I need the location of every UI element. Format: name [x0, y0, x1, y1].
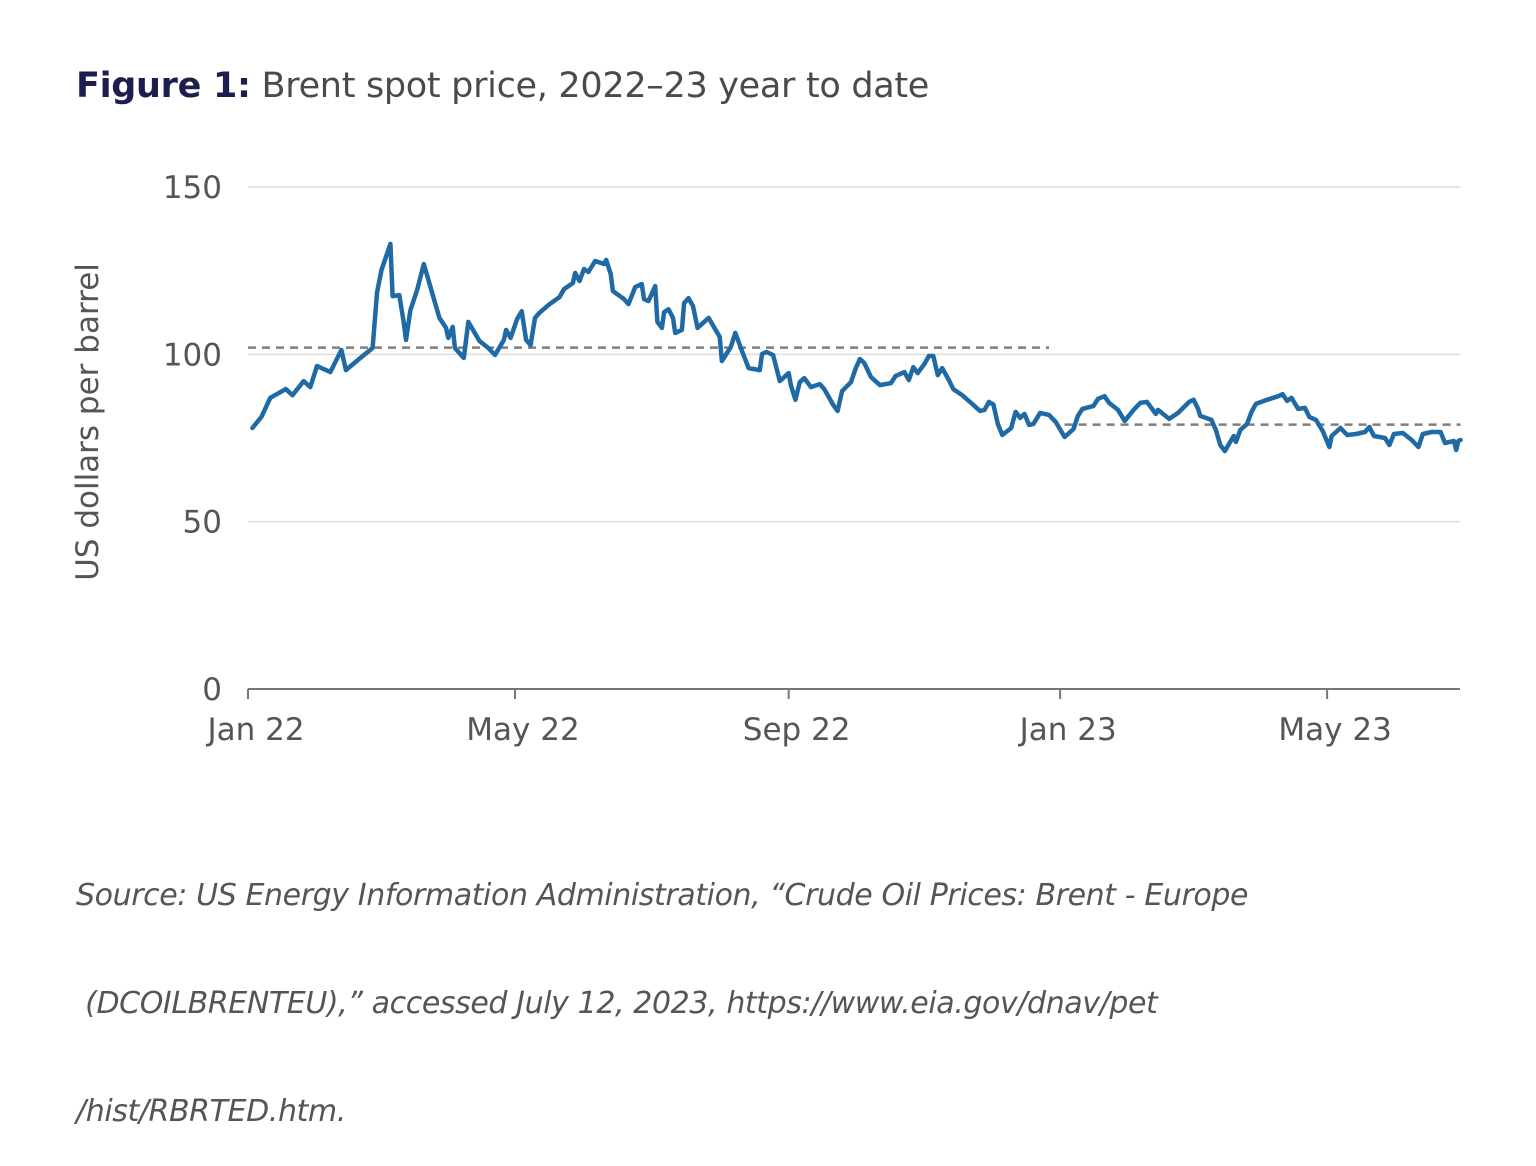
x-tick-label: May 23 — [1278, 712, 1391, 748]
x-tick-label: May 22 — [466, 712, 579, 748]
average-lines — [248, 346, 1461, 426]
y-tick-label: 0 — [202, 672, 222, 708]
source-line: Source: US Energy Information Administra… — [76, 878, 1249, 913]
x-tick-label: Sep 22 — [743, 712, 851, 748]
source-line: /hist/RBRTED.htm. — [76, 1094, 346, 1129]
x-tick-label: Jan 23 — [1018, 712, 1117, 748]
y-tick-label: 100 — [163, 337, 222, 373]
x-tick-label: Jan 22 — [205, 712, 304, 748]
series-group — [250, 241, 1463, 454]
brent-price-line — [250, 241, 1463, 454]
y-tick-label: 50 — [183, 505, 222, 541]
chart-title: Figure 1: Brent spot price, 2022–23 year… — [76, 66, 929, 106]
source-note: Source: US Energy Information Administra… — [76, 806, 1248, 1166]
figure-title-text: Brent spot price, 2022–23 year to date — [261, 66, 930, 106]
y-tick-label: 150 — [163, 170, 222, 206]
y-axis-title: US dollars per barrel — [70, 263, 106, 581]
gridlines — [248, 186, 1460, 523]
axes: 0 50 100 150 Jan 22 May 22 Sep 22 Jan 23 May 23 — [163, 170, 1460, 748]
source-line: (DCOILBRENTEU),” accessed July 12, 2023,… — [76, 986, 1158, 1021]
figure-label: Figure 1: — [76, 66, 251, 106]
